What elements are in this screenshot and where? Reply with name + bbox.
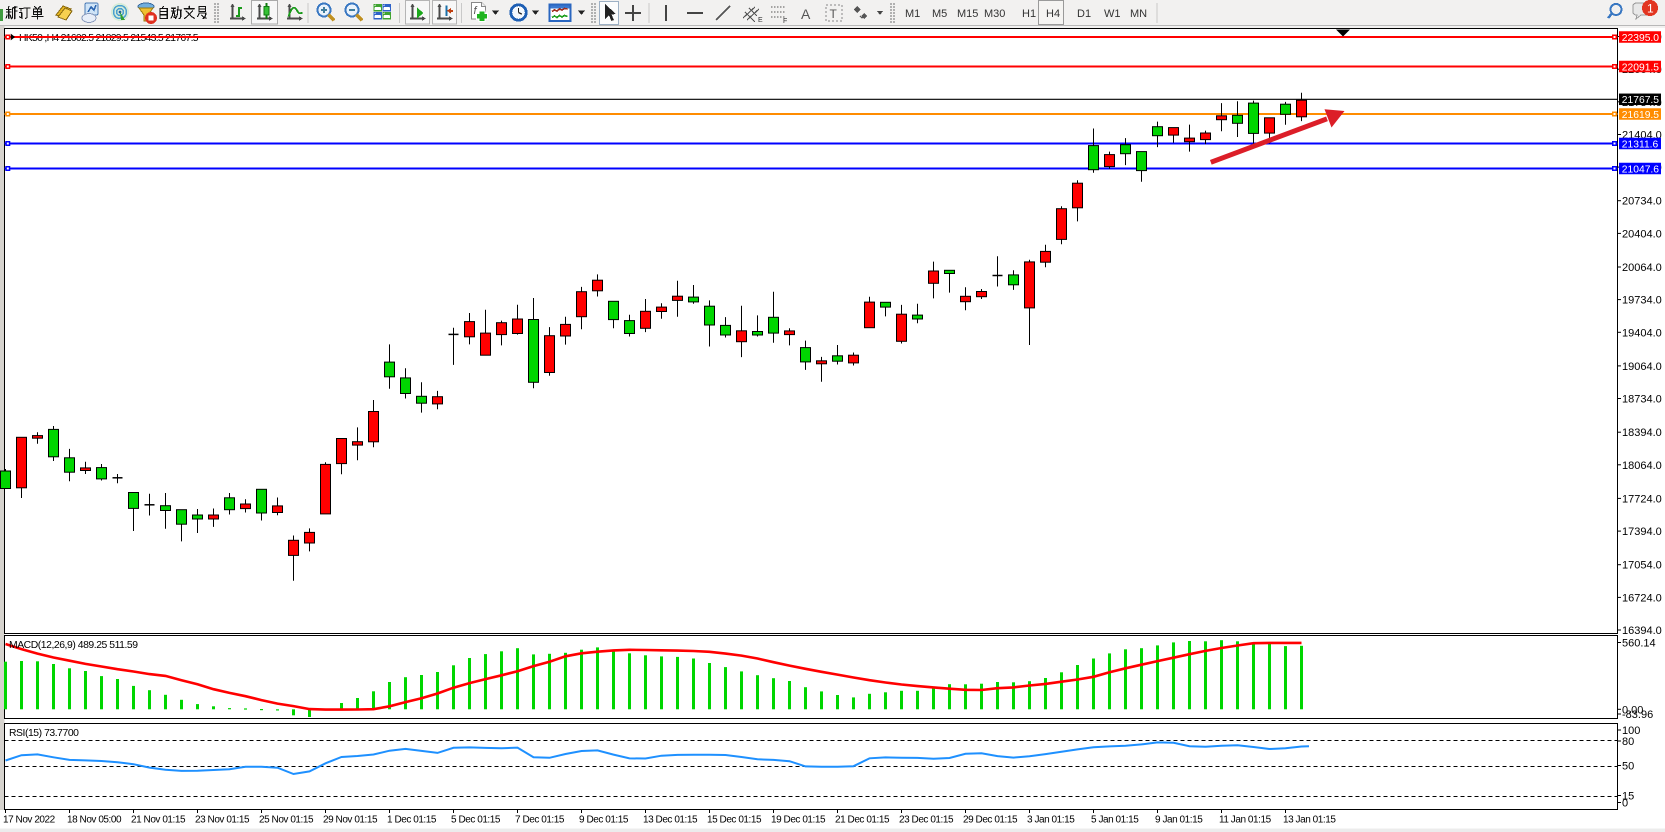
svg-text:13 Jan 01:15: 13 Jan 01:15 [1283,815,1336,826]
svg-text:15: 15 [1622,791,1634,803]
svg-text:560.14: 560.14 [1622,638,1656,650]
svg-text:7 Dec 01:15: 7 Dec 01:15 [515,815,565,826]
svg-text:21 Nov 01:15: 21 Nov 01:15 [131,815,186,826]
svg-text:-83.96: -83.96 [1622,709,1653,721]
svg-text:5 Jan 01:15: 5 Jan 01:15 [1091,815,1139,826]
svg-text:21047.6: 21047.6 [1622,164,1659,175]
svg-text:17 Nov 2022: 17 Nov 2022 [3,815,56,826]
svg-text:D1: D1 [1077,8,1091,20]
svg-text:MN: MN [1130,8,1147,20]
svg-text:3 Jan 01:15: 3 Jan 01:15 [1027,815,1075,826]
svg-text:19064.0: 19064.0 [1622,361,1662,373]
svg-text:21767.5: 21767.5 [1622,95,1659,106]
svg-text:29 Dec 01:15: 29 Dec 01:15 [963,815,1018,826]
svg-text:M30: M30 [984,8,1005,20]
svg-text:13 Dec 01:15: 13 Dec 01:15 [643,815,698,826]
svg-text:RSI(15) 73.7700: RSI(15) 73.7700 [9,728,79,739]
svg-text:11 Jan 01:15: 11 Jan 01:15 [1219,815,1272,826]
svg-text:M15: M15 [957,8,978,20]
svg-text:M5: M5 [932,8,947,20]
svg-text:M1: M1 [905,8,920,20]
svg-text:MACD(12,26,9) 489.25 511.59: MACD(12,26,9) 489.25 511.59 [9,640,138,651]
svg-text:1: 1 [1647,2,1654,16]
svg-text:80: 80 [1622,736,1634,748]
svg-text:21619.5: 21619.5 [1622,110,1659,121]
svg-text:E: E [758,17,763,24]
svg-text:HK50 ,H4 21602.5 21829.5 2154: HK50 ,H4 21602.5 21829.5 21543.5 21767.5 [19,33,199,44]
svg-text:22395.0: 22395.0 [1622,33,1659,44]
svg-text:19 Dec 01:15: 19 Dec 01:15 [771,815,826,826]
svg-text:0: 0 [1622,798,1628,810]
svg-text:17394.0: 17394.0 [1622,526,1662,538]
svg-text:18064.0: 18064.0 [1622,460,1662,472]
svg-text:22091.5: 22091.5 [1622,62,1659,73]
svg-text:9 Dec 01:15: 9 Dec 01:15 [579,815,629,826]
svg-text:0.00: 0.00 [1622,704,1643,716]
svg-text:H4: H4 [1046,8,1060,20]
svg-text:1 Dec 01:15: 1 Dec 01:15 [387,815,437,826]
svg-text:25 Nov 01:15: 25 Nov 01:15 [259,815,314,826]
svg-text:16724.0: 16724.0 [1622,592,1662,604]
svg-text:18 Nov 05:00: 18 Nov 05:00 [67,815,122,826]
svg-text:18394.0: 18394.0 [1622,427,1662,439]
svg-text:20404.0: 20404.0 [1622,228,1662,240]
svg-text:21 Dec 01:15: 21 Dec 01:15 [835,815,890,826]
svg-text:f: f [474,5,478,17]
svg-text:19404.0: 19404.0 [1622,327,1662,339]
svg-text:20064.0: 20064.0 [1622,262,1662,274]
svg-text:9 Jan 01:15: 9 Jan 01:15 [1155,815,1203,826]
svg-text:100: 100 [1622,725,1640,737]
svg-text:29 Nov 01:15: 29 Nov 01:15 [323,815,378,826]
svg-text:23 Nov 01:15: 23 Nov 01:15 [195,815,250,826]
svg-text:5 Dec 01:15: 5 Dec 01:15 [451,815,501,826]
svg-text:A: A [801,6,811,22]
svg-text:20734.0: 20734.0 [1622,196,1662,208]
svg-text:W1: W1 [1104,8,1121,20]
svg-text:F: F [783,18,787,25]
svg-text:17724.0: 17724.0 [1622,493,1662,505]
svg-text:15 Dec 01:15: 15 Dec 01:15 [707,815,762,826]
svg-text:T: T [830,7,838,21]
svg-text:18734.0: 18734.0 [1622,394,1662,406]
svg-text:21311.6: 21311.6 [1622,139,1659,150]
svg-text:50: 50 [1622,761,1634,773]
svg-text:19734.0: 19734.0 [1622,295,1662,307]
svg-text:17054.0: 17054.0 [1622,560,1662,572]
svg-text:H1: H1 [1022,8,1036,20]
svg-text:16394.0: 16394.0 [1622,625,1662,637]
svg-text:23 Dec 01:15: 23 Dec 01:15 [899,815,954,826]
